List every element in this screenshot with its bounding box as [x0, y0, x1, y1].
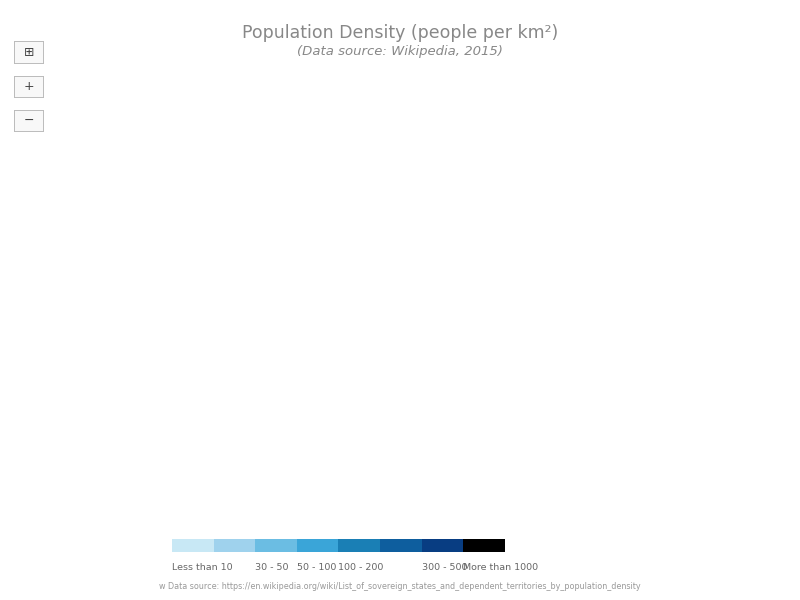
Text: Less than 10: Less than 10: [172, 563, 233, 572]
Text: −: −: [23, 114, 34, 127]
Text: Population Density (people per km²): Population Density (people per km²): [242, 24, 558, 42]
Text: More than 1000: More than 1000: [463, 563, 538, 572]
Text: (Data source: Wikipedia, 2015): (Data source: Wikipedia, 2015): [297, 44, 503, 58]
Text: +: +: [23, 80, 34, 93]
Text: w Data source: https://en.wikipedia.org/wiki/List_of_sovereign_states_and_depend: w Data source: https://en.wikipedia.org/…: [159, 582, 641, 591]
Text: 30 - 50: 30 - 50: [255, 563, 289, 572]
Text: 100 - 200: 100 - 200: [338, 563, 384, 572]
Text: ⊞: ⊞: [23, 46, 34, 59]
Text: 300 - 500: 300 - 500: [422, 563, 467, 572]
Text: 50 - 100: 50 - 100: [297, 563, 336, 572]
